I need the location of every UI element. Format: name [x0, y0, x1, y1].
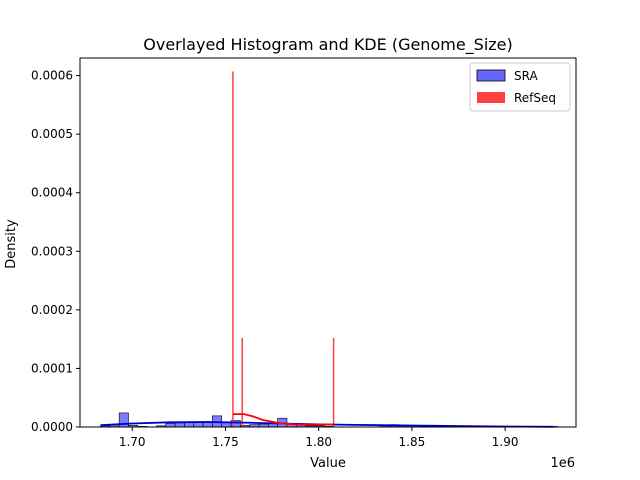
x-tick-label-4: 1.90 — [492, 435, 519, 449]
y-tick-label-2: 0.0002 — [31, 303, 73, 317]
x-offset-label: 1e6 — [550, 456, 575, 471]
x-axis-label: Value — [310, 456, 346, 471]
legend: SRA RefSeq — [469, 62, 571, 112]
x-tick-label-3: 1.85 — [399, 435, 426, 449]
refseq-bar-2 — [332, 337, 335, 427]
refseq-bar-0 — [232, 71, 234, 427]
chart-title: Overlayed Histogram and KDE (Genome_Size… — [143, 35, 513, 55]
axes: 1.70 1.75 1.80 1.85 1.90 0.0000 0.0001 0.0002 0.… — [31, 57, 577, 449]
x-tick-label-1: 1.75 — [212, 435, 239, 449]
y-tick-label-5: 0.0005 — [31, 127, 73, 141]
y-axis-label: Density — [4, 219, 19, 269]
legend-swatch-refseq — [477, 92, 505, 103]
legend-label-refseq: RefSeq — [514, 91, 556, 105]
plot-frame — [79, 57, 577, 428]
x-tick-label-2: 1.80 — [305, 435, 332, 449]
legend-label-sra: SRA — [514, 69, 538, 83]
y-tick-label-6: 0.0006 — [31, 69, 73, 83]
y-tick-label-1: 0.0001 — [31, 361, 73, 375]
sra-bar-7 — [174, 422, 185, 428]
sra-bar-6 — [165, 423, 176, 428]
y-tick-label-3: 0.0003 — [31, 244, 73, 258]
y-tick-label-4: 0.0004 — [31, 186, 73, 200]
legend-swatch-sra — [476, 69, 506, 82]
y-tick-label-0: 0.0000 — [31, 420, 73, 434]
refseq-bar-1 — [241, 337, 243, 427]
refseq-kde-line — [232, 413, 334, 426]
x-tick-label-0: 1.70 — [119, 435, 146, 449]
